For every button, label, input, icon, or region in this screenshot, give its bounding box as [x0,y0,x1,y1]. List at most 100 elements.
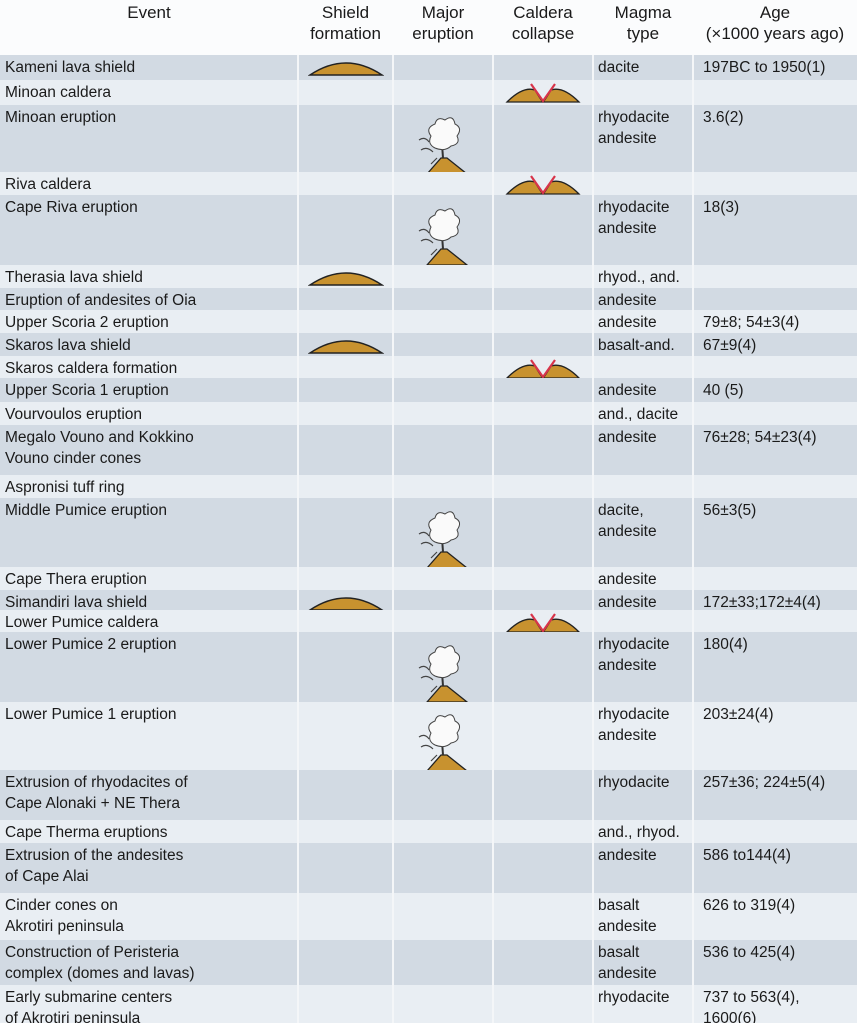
caldera-icon [505,613,581,633]
magma-cell: dacite [593,55,693,80]
age-cell [693,402,857,425]
age-cell: 56±3(5) [693,498,857,567]
caldera-cell [493,475,593,498]
age-cell: 536 to 425(4) [693,940,857,985]
age-cell: 626 to 319(4) [693,893,857,940]
shield-cell [298,288,393,310]
magma-cell [593,356,693,378]
eruption-icon [418,510,469,569]
shield-icon [307,597,384,611]
event-cell: Lower Pumice 2 eruption [0,632,298,702]
magma-cell: andesite [593,567,693,590]
column-header: Shield formation [298,0,393,55]
eruption-cell [393,475,493,498]
shield-cell [298,610,393,632]
shield-icon [307,62,384,76]
shield-cell [298,402,393,425]
magma-cell: rhyodacite [593,985,693,1023]
magma-cell: rhyodacite andesite [593,632,693,702]
magma-cell: rhyod., and. [593,265,693,288]
shield-cell [298,378,393,402]
column-divider [692,55,694,1023]
age-cell: 172±33;172±4(4) [693,590,857,610]
shield-cell [298,80,393,105]
magma-cell: and., rhyod. [593,820,693,843]
eruption-cell [393,610,493,632]
event-cell: Lower Pumice 1 eruption [0,702,298,770]
age-cell: 18(3) [693,195,857,265]
magma-cell [593,172,693,195]
event-cell: Cinder cones on Akrotiri peninsula [0,893,298,940]
age-cell: 257±36; 224±5(4) [693,770,857,820]
shield-cell [298,702,393,770]
eruption-cell [393,378,493,402]
age-cell: 79±8; 54±3(4) [693,310,857,333]
caldera-cell [493,378,593,402]
age-cell: 180(4) [693,632,857,702]
shield-cell [298,310,393,333]
magma-cell: rhyodacite andesite [593,702,693,770]
magma-cell: dacite, andesite [593,498,693,567]
event-cell: Extrusion of rhyodacites of Cape Alonaki… [0,770,298,820]
column-header: Major eruption [393,0,493,55]
age-cell [693,820,857,843]
magma-cell: andesite [593,590,693,610]
event-cell: Cape Thera eruption [0,567,298,590]
eruption-icon [418,645,469,703]
age-cell [693,288,857,310]
column-header: Magma type [593,0,693,55]
column-divider [492,55,494,1023]
event-cell: Eruption of andesites of Oia [0,288,298,310]
event-cell: Cape Therma eruptions [0,820,298,843]
event-cell: Aspronisi tuff ring [0,475,298,498]
shield-cell [298,632,393,702]
caldera-cell [493,590,593,610]
age-cell [693,80,857,105]
event-cell: Vourvoulos eruption [0,402,298,425]
age-cell [693,356,857,378]
caldera-cell [493,632,593,702]
shield-cell [298,820,393,843]
age-cell: 3.6(2) [693,105,857,172]
event-cell: Kameni lava shield [0,55,298,80]
caldera-cell [493,105,593,172]
age-cell [693,567,857,590]
caldera-cell [493,55,593,80]
eruption-cell [393,402,493,425]
eruption-cell [393,985,493,1023]
caldera-cell [493,288,593,310]
event-cell: Lower Pumice caldera [0,610,298,632]
column-divider [392,55,394,1023]
eruption-cell [393,843,493,893]
event-cell: Therasia lava shield [0,265,298,288]
shield-cell [298,425,393,475]
eruption-cell [393,356,493,378]
magma-cell: and., dacite [593,402,693,425]
eruption-cell [393,820,493,843]
shield-cell [298,893,393,940]
age-cell [693,475,857,498]
column-header: Event [0,0,298,55]
eruption-cell [393,80,493,105]
age-cell: 40 (5) [693,378,857,402]
caldera-cell [493,820,593,843]
column-divider [592,55,594,1023]
column-header: Caldera collapse [493,0,593,55]
magma-cell: basalt andesite [593,893,693,940]
shield-cell [298,843,393,893]
age-cell: 67±9(4) [693,333,857,356]
event-cell: Construction of Peristeria complex (dome… [0,940,298,985]
shield-cell [298,498,393,567]
event-cell: Megalo Vouno and Kokkino Vouno cinder co… [0,425,298,475]
event-cell: Riva caldera [0,172,298,195]
event-cell: Extrusion of the andesites of Cape Alai [0,843,298,893]
eruption-icon [418,116,469,175]
eruption-cell [393,567,493,590]
magma-cell [593,475,693,498]
caldera-cell [493,498,593,567]
magma-cell: rhyodacite andesite [593,105,693,172]
shield-cell [298,770,393,820]
event-cell: Cape Riva eruption [0,195,298,265]
caldera-cell [493,893,593,940]
magma-cell: basalt andesite [593,940,693,985]
